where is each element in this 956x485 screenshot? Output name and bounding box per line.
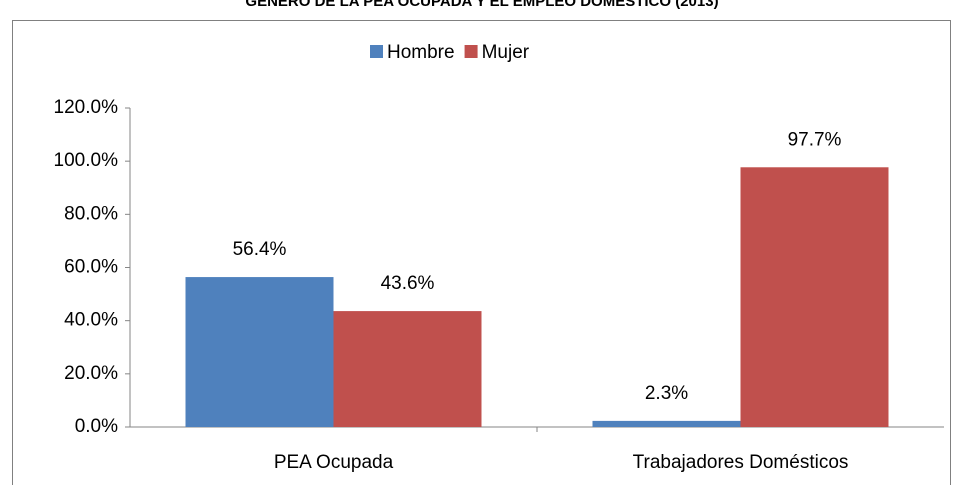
legend-swatch <box>370 45 383 58</box>
data-label: 56.4% <box>233 239 287 260</box>
data-label: 97.7% <box>788 129 842 150</box>
legend-swatch <box>464 45 478 58</box>
y-tick-label: 120.0% <box>54 97 119 118</box>
bar <box>185 277 334 427</box>
legend-label: Mujer <box>482 42 530 63</box>
y-tick-label: 60.0% <box>64 257 118 278</box>
bar <box>592 420 741 427</box>
y-tick-label: 20.0% <box>64 363 118 384</box>
bar <box>333 311 482 427</box>
data-label: 2.3% <box>645 383 688 404</box>
data-label: 43.6% <box>381 273 435 294</box>
y-tick-label: 80.0% <box>64 203 118 224</box>
legend-label: Hombre <box>387 42 455 63</box>
chart-title: GÉNERO DE LA PEA OCUPADA Y EL EMPLEO DOM… <box>245 0 718 10</box>
chart-border <box>12 20 951 485</box>
y-tick-label: 100.0% <box>54 150 119 171</box>
x-tick-label: PEA Ocupada <box>274 452 394 473</box>
y-tick-label: 40.0% <box>64 310 118 331</box>
bar <box>740 167 889 428</box>
y-tick-label: 0.0% <box>75 416 118 437</box>
x-tick-label: Trabajadores Domésticos <box>633 452 849 473</box>
